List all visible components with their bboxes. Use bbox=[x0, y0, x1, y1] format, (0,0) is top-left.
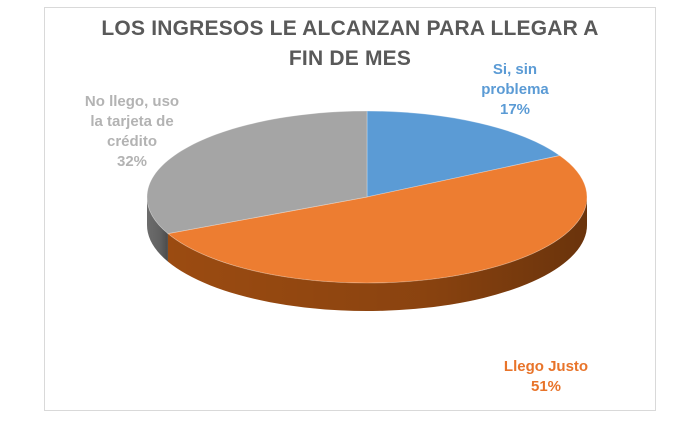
slice-value-si: 17% bbox=[499, 101, 531, 118]
pie-slice-1 bbox=[167, 155, 588, 284]
pie-side-shade-1 bbox=[167, 197, 587, 311]
slice-label-si-line-2: problema bbox=[481, 81, 549, 98]
slice-label-no-llego-line-2: la tarjeta de bbox=[90, 113, 174, 130]
slice-value-no-llego: 32% bbox=[116, 153, 148, 170]
chart-title: LOS INGRESOS LE ALCANZAN PARA LLEGAR A F… bbox=[44, 14, 656, 74]
pie-slice-2 bbox=[146, 110, 368, 235]
pie-sides bbox=[147, 197, 587, 311]
slice-label-no-llego-line-1: No llego, uso bbox=[84, 93, 180, 110]
slice-label-justo-line-1: Llego Justo bbox=[503, 358, 589, 375]
pie-tops bbox=[146, 110, 588, 284]
slice-label-no-llego-line-3: crédito bbox=[106, 133, 157, 150]
chart-title-line-1: LOS INGRESOS LE ALCANZAN PARA LLEGAR A bbox=[101, 17, 599, 40]
pie-side-shade-2 bbox=[147, 197, 168, 262]
pie-slice-0 bbox=[366, 110, 561, 198]
slice-label-si-sin-problema: Si, sin problema 17% bbox=[460, 60, 570, 120]
slice-label-no-llego: No llego, uso la tarjeta de crédito 32% bbox=[62, 92, 202, 172]
slice-value-justo: 51% bbox=[530, 378, 562, 395]
slice-label-si-line-1: Si, sin bbox=[492, 61, 538, 78]
chart-title-line-2: FIN DE MES bbox=[288, 47, 412, 70]
slice-label-llego-justo: Llego Justo 51% bbox=[486, 357, 606, 397]
